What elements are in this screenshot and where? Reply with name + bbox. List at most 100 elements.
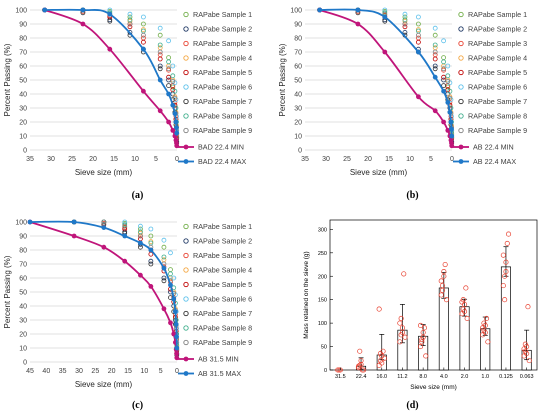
data-point xyxy=(361,367,367,373)
legend-entry: RAPabe Sample 9 xyxy=(193,126,252,135)
x-tick-label: 5 xyxy=(154,156,158,163)
envelope-point xyxy=(27,219,33,225)
legend-marker xyxy=(458,69,464,76)
sample-point xyxy=(127,18,133,24)
sample-point xyxy=(432,66,438,72)
envelope-line xyxy=(29,220,178,349)
legend-marker xyxy=(458,113,464,119)
envelope-point xyxy=(80,21,86,27)
envelope-point xyxy=(172,309,178,314)
envelope-point xyxy=(168,320,173,326)
sample-point xyxy=(402,24,408,30)
legend-marker xyxy=(458,26,464,32)
legend-entry: AB 31.5 MAX xyxy=(198,369,241,378)
y-tick-label: 60 xyxy=(19,64,27,71)
envelope-point xyxy=(71,233,77,239)
envelope-point xyxy=(174,355,180,361)
sample-point xyxy=(138,223,143,229)
y-tick-label: 20 xyxy=(19,332,27,339)
sample-point xyxy=(166,55,172,60)
data-point xyxy=(357,348,363,354)
panel-label-c: (c) xyxy=(131,400,144,411)
envelope-point xyxy=(174,334,179,340)
legend-marker xyxy=(183,127,189,134)
envelope-point xyxy=(161,265,167,271)
data-point xyxy=(421,325,428,331)
legend-marker xyxy=(458,11,464,18)
sample-point xyxy=(107,18,113,24)
legend-marker xyxy=(183,26,189,32)
plot-frame xyxy=(329,219,538,371)
envelope-point xyxy=(447,109,453,115)
sample-point xyxy=(445,84,451,90)
y-tick-label: 50 xyxy=(294,78,302,85)
y-tick-label: 50 xyxy=(19,78,27,85)
y-axis-title: Percent Passing (%) xyxy=(3,43,12,116)
legend-marker xyxy=(183,159,189,164)
y-tick-label: 20 xyxy=(19,120,27,127)
x-tick-label: 25 xyxy=(343,156,351,163)
data-point xyxy=(500,283,506,289)
envelope-point xyxy=(449,133,455,139)
envelope-point xyxy=(168,282,173,288)
x-tick-label: 20 xyxy=(364,156,372,163)
y-tick-label: 100 xyxy=(15,220,27,227)
x-tick-label: 0 xyxy=(175,368,179,375)
legend-entry: RAPabe Sample 4 xyxy=(468,54,527,63)
legend-marker xyxy=(183,144,189,150)
data-point xyxy=(503,259,509,265)
sample-point xyxy=(161,254,167,260)
legend-entry: BAD 22.4 MAX xyxy=(198,157,247,166)
x-tick-label: 16.0 xyxy=(376,374,387,380)
sample-point xyxy=(138,233,143,239)
data-point xyxy=(399,329,406,336)
y-tick-label: 250 xyxy=(318,251,327,257)
legend-marker xyxy=(458,84,464,90)
sample-point xyxy=(127,30,133,35)
envelope-point xyxy=(355,7,361,13)
envelope-point xyxy=(173,321,179,327)
data-point xyxy=(502,297,508,303)
data-point xyxy=(418,344,424,350)
sample-point xyxy=(170,73,176,79)
data-point xyxy=(377,351,384,357)
envelope-point xyxy=(42,7,48,13)
x-tick-label: 35 xyxy=(26,156,34,163)
legend-marker xyxy=(458,127,464,134)
sample-point xyxy=(161,244,167,250)
sample-point xyxy=(415,39,421,45)
sample-point xyxy=(432,56,438,62)
sample-point xyxy=(432,49,438,55)
legend-marker xyxy=(458,55,464,61)
legend-marker xyxy=(458,144,464,150)
legend-marker xyxy=(183,69,189,76)
legend-marker xyxy=(183,371,189,376)
envelope-line xyxy=(29,221,178,358)
envelope-point xyxy=(148,284,154,289)
envelope-point xyxy=(138,272,143,278)
envelope-point xyxy=(166,119,172,125)
sample-point xyxy=(445,63,451,69)
legend-entry: RAPabe Sample 8 xyxy=(193,324,252,333)
envelope-point xyxy=(148,247,154,253)
data-point xyxy=(462,308,468,314)
legend-entry: RAPabe Sample 4 xyxy=(193,54,252,63)
y-tick-label: 10 xyxy=(19,134,27,141)
data-point xyxy=(504,240,510,246)
legend-entry: RAPabe Sample 3 xyxy=(468,39,527,48)
sample-point xyxy=(441,59,447,65)
data-point xyxy=(441,269,447,275)
x-axis-title: Sieve size (mm) xyxy=(350,168,408,177)
data-point xyxy=(522,341,528,347)
x-tick-label: 10 xyxy=(406,156,414,163)
envelope-point xyxy=(445,100,451,105)
sample-point xyxy=(148,226,154,232)
envelope-point xyxy=(170,102,176,108)
sample-point xyxy=(441,74,447,80)
envelope-point xyxy=(174,345,180,351)
sample-point xyxy=(148,233,154,239)
panel-d: 0 50 100 150 200 250 300 Sieve size (mm) Mass re… xyxy=(275,212,550,420)
y-axis-title: Mass retained on the sieve (g) xyxy=(303,251,310,338)
